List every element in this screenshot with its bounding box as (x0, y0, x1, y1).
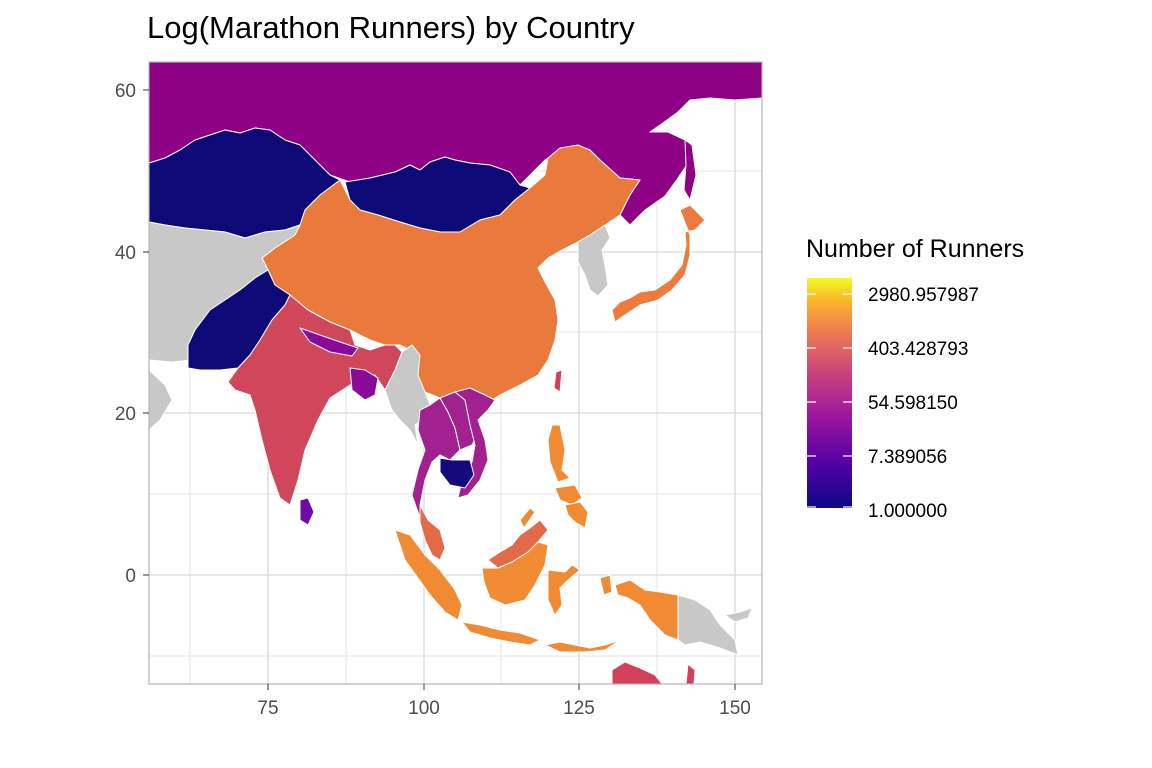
region-taiwan (553, 369, 563, 393)
legend-label-2: 54.598150 (868, 393, 958, 414)
legend-title: Number of Runners (806, 235, 1025, 263)
y-tick-label-40: 40 (115, 243, 136, 264)
x-tick-label-75: 75 (257, 698, 278, 719)
region-png (677, 594, 739, 656)
legend-label-1: 403.428793 (868, 339, 968, 360)
region-vietnam (454, 387, 496, 499)
y-tick-label-20: 20 (115, 404, 136, 425)
chart-title: Log(Marathon Runners) by Country (147, 10, 635, 45)
region-sri-lanka (299, 497, 315, 526)
x-tick-label-150: 150 (719, 698, 751, 719)
region-malaysia-peninsula (419, 504, 446, 561)
region-indonesia-java (461, 621, 541, 646)
region-philippines-visayas (554, 484, 583, 506)
legend: 2980.957987 403.428793 54.598150 7.38905… (807, 278, 979, 522)
y-tick-label-60: 60 (115, 81, 136, 102)
region-nepal (299, 327, 359, 357)
region-cambodia (439, 457, 475, 489)
region-australia-east (685, 663, 696, 684)
panel-border (148, 61, 763, 685)
region-indonesia-moluccas (599, 574, 613, 596)
region-philippines-palawan (519, 507, 536, 529)
region-arabia (149, 369, 173, 431)
region-philippines-luzon (547, 424, 571, 483)
region-india (227, 294, 403, 506)
region-bangladesh (349, 367, 379, 401)
x-tick-label-125: 125 (563, 698, 595, 719)
region-indonesia-kalimantan (481, 541, 549, 606)
region-sakhalin (683, 139, 697, 201)
y-tick-label-0: 0 (125, 566, 136, 587)
region-png-islands (724, 607, 753, 623)
region-japan (611, 204, 706, 323)
legend-label-0: 2980.957987 (868, 285, 979, 306)
region-philippines-mindanao (564, 501, 589, 529)
x-tick-label-100: 100 (408, 698, 440, 719)
region-indonesia-papua (614, 579, 679, 641)
region-indonesia-sulawesi (547, 564, 581, 616)
region-indonesia-islands (544, 639, 621, 653)
region-australia (611, 661, 663, 684)
legend-label-4: 1.000000 (868, 501, 947, 522)
region-indonesia-sumatra (394, 529, 463, 621)
legend-label-3: 7.389056 (868, 447, 947, 468)
region-korea (577, 224, 611, 297)
legend-colorbar (807, 278, 852, 508)
